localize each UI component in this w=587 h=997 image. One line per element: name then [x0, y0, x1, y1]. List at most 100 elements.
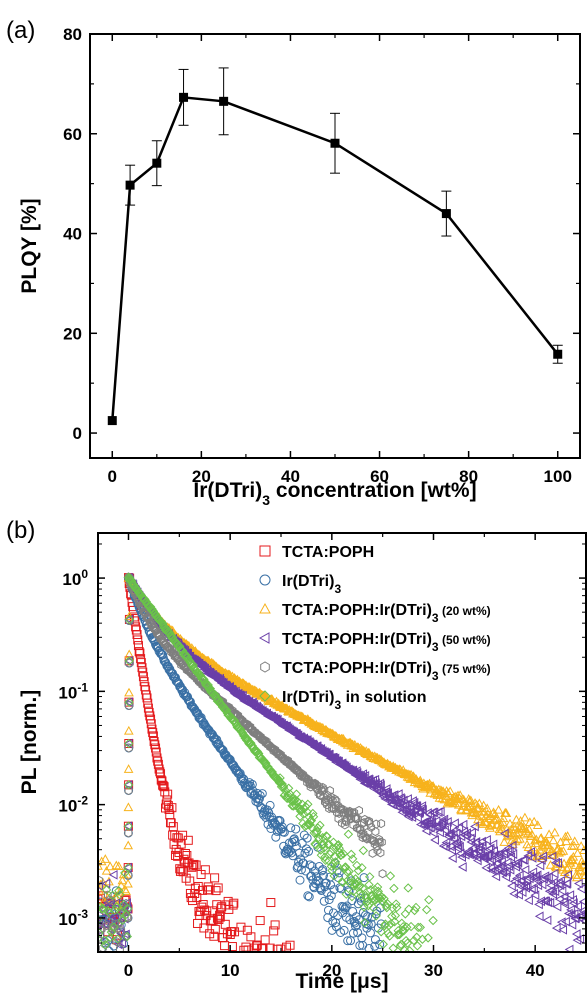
data-point [318, 865, 328, 875]
data-point [310, 840, 321, 850]
legend-label-part: in solution [341, 689, 426, 706]
data-point [567, 841, 577, 851]
data-point [537, 879, 547, 890]
data-point [527, 853, 537, 863]
data-point [447, 845, 457, 855]
panel-a-y-axis-label: PLQY [%] [18, 198, 41, 293]
data-point [101, 878, 111, 889]
data-point [301, 844, 311, 854]
data-point [304, 846, 314, 856]
data-point [350, 874, 361, 884]
data-point [519, 881, 528, 891]
data-point [556, 846, 567, 856]
data-point [329, 885, 339, 895]
data-point [153, 642, 163, 652]
data-point [296, 865, 306, 875]
data-point [115, 889, 125, 900]
data-point [480, 851, 490, 861]
data-point [341, 902, 351, 912]
data-point [456, 831, 466, 842]
data-point [175, 641, 185, 652]
legend-label-part: 3 [432, 611, 439, 625]
data-point [124, 697, 134, 707]
data-point [338, 849, 349, 859]
data-point [243, 780, 253, 790]
data-point [494, 862, 504, 873]
data-point [348, 886, 359, 896]
data-point [551, 923, 561, 933]
data-point [102, 920, 111, 931]
data-point [461, 831, 471, 841]
data-point [131, 583, 142, 594]
data-point [320, 855, 331, 866]
data-point [361, 832, 370, 842]
data-point [467, 827, 476, 838]
data-point [575, 865, 586, 875]
data-point [522, 881, 532, 891]
data-point [344, 808, 353, 819]
data-point [124, 913, 132, 923]
data-point [104, 907, 114, 918]
data-point [445, 786, 456, 796]
data-point [306, 779, 314, 789]
data-point [124, 614, 135, 625]
data-point [168, 822, 178, 832]
data-point [317, 785, 326, 795]
data-point [501, 808, 512, 817]
data-point [509, 821, 520, 831]
data-point [404, 946, 415, 952]
data-point [163, 789, 173, 799]
data-point [406, 921, 416, 932]
data-point [413, 812, 422, 823]
data-point [390, 910, 401, 921]
data-point [566, 909, 576, 920]
legend-entry-label: TCTA:POPH:Ir(DTri)3 (75 wt%) [282, 660, 491, 683]
legend-marker [259, 690, 271, 702]
data-point [440, 841, 450, 852]
data-point [124, 743, 133, 753]
data-point [243, 945, 253, 952]
data-point [148, 728, 158, 738]
data-point [409, 905, 420, 916]
data-point [346, 849, 356, 860]
data-point [294, 848, 304, 858]
data-point [273, 774, 283, 784]
data-point [178, 830, 188, 840]
data-point [364, 880, 374, 890]
data-point [363, 900, 374, 911]
data-point [105, 917, 113, 927]
data-point [167, 803, 177, 813]
data-point [333, 911, 343, 921]
x-tick-label: 20 [192, 467, 211, 486]
data-point [114, 886, 124, 896]
data-point [377, 819, 386, 829]
data-point [437, 793, 448, 803]
data-point [451, 828, 461, 839]
data-point [525, 871, 535, 882]
data-point [435, 827, 444, 838]
data-point [536, 832, 547, 842]
data-point [549, 827, 560, 837]
data-point [573, 901, 582, 912]
data-point [229, 898, 239, 908]
data-point [213, 883, 223, 893]
data-point [485, 822, 495, 832]
data-point [478, 819, 488, 828]
data-point [401, 800, 410, 811]
data-point [260, 935, 270, 945]
data-point [215, 673, 225, 684]
data-point [148, 731, 158, 741]
data-point [533, 880, 543, 891]
data-point [561, 916, 570, 927]
data-point [123, 802, 134, 812]
data-point [182, 851, 192, 861]
data-point [572, 848, 583, 857]
data-point [399, 925, 409, 936]
data-point [323, 905, 333, 915]
data-point [370, 941, 380, 951]
data-point [156, 775, 166, 785]
data-point [438, 816, 447, 827]
legend-label-part: Ir(DTri) [282, 573, 334, 590]
data-point [309, 740, 318, 751]
data-point [545, 860, 556, 869]
